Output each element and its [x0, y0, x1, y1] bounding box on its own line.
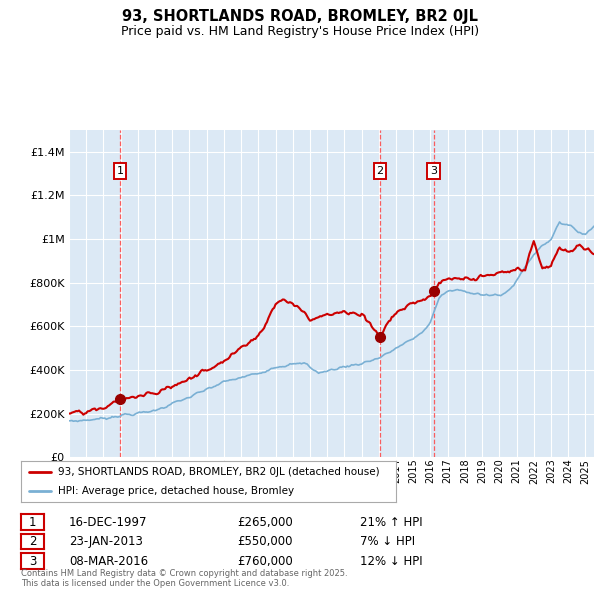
Text: 21% ↑ HPI: 21% ↑ HPI: [360, 516, 422, 529]
Text: 12% ↓ HPI: 12% ↓ HPI: [360, 555, 422, 568]
Text: 93, SHORTLANDS ROAD, BROMLEY, BR2 0JL: 93, SHORTLANDS ROAD, BROMLEY, BR2 0JL: [122, 9, 478, 24]
Text: 3: 3: [29, 555, 36, 568]
Text: Price paid vs. HM Land Registry's House Price Index (HPI): Price paid vs. HM Land Registry's House …: [121, 25, 479, 38]
Text: 2: 2: [376, 166, 383, 176]
Text: 93, SHORTLANDS ROAD, BROMLEY, BR2 0JL (detached house): 93, SHORTLANDS ROAD, BROMLEY, BR2 0JL (d…: [59, 467, 380, 477]
Text: HPI: Average price, detached house, Bromley: HPI: Average price, detached house, Brom…: [59, 486, 295, 496]
Text: 1: 1: [29, 516, 36, 529]
Text: £760,000: £760,000: [237, 555, 293, 568]
Text: 2: 2: [29, 535, 36, 548]
Text: Contains HM Land Registry data © Crown copyright and database right 2025.
This d: Contains HM Land Registry data © Crown c…: [21, 569, 347, 588]
Text: 3: 3: [430, 166, 437, 176]
Text: 08-MAR-2016: 08-MAR-2016: [69, 555, 148, 568]
Text: 1: 1: [116, 166, 124, 176]
Text: £550,000: £550,000: [237, 535, 293, 548]
Text: 16-DEC-1997: 16-DEC-1997: [69, 516, 148, 529]
Text: 23-JAN-2013: 23-JAN-2013: [69, 535, 143, 548]
Text: £265,000: £265,000: [237, 516, 293, 529]
Text: 7% ↓ HPI: 7% ↓ HPI: [360, 535, 415, 548]
